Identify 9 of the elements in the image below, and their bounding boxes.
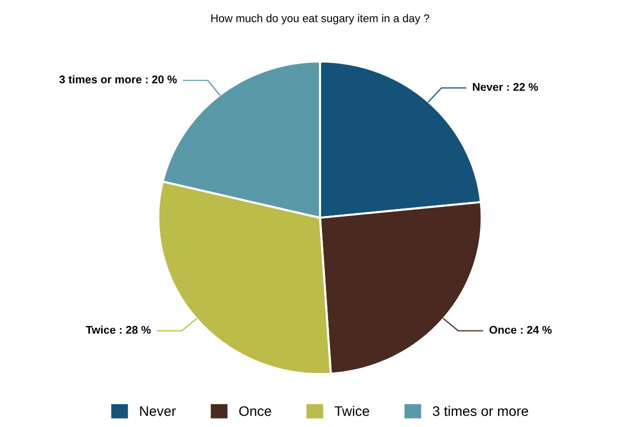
data-label: 3 times or more : 20 %	[59, 75, 177, 84]
data-label: Twice : 28 %	[86, 326, 151, 334]
legend-label: Never	[140, 406, 176, 416]
data-label: Never : 22 %	[472, 83, 538, 91]
legend-label: Once	[239, 406, 272, 416]
legend-label: 3 times or more	[432, 406, 528, 416]
chart-title: How much do you eat sugary item in a day ?	[211, 14, 430, 24]
legend-label: Twice	[334, 406, 370, 416]
data-label: Once : 24 %	[489, 326, 552, 334]
